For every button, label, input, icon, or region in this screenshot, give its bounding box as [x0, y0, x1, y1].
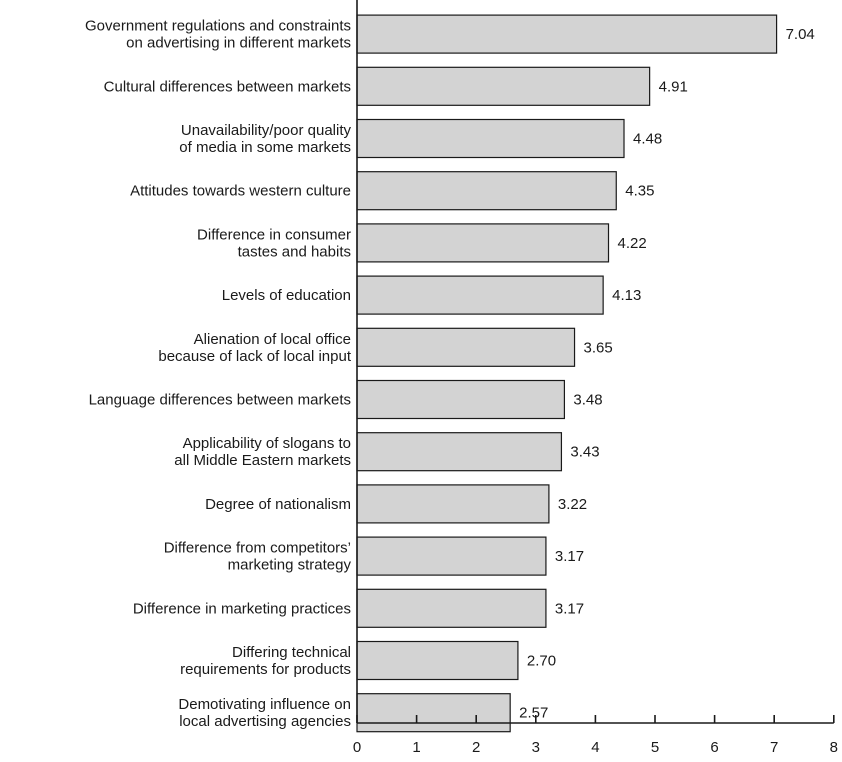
value-label-8: 3.48: [573, 392, 602, 409]
value-labels-group: 7.04 4.91 4.48 4.35 4.22 4.13 3.65 3.48 3.43 3.22…: [519, 26, 815, 722]
category-label-line: Attitudes towards western culture: [130, 183, 351, 200]
category-label-line: Cultural differences between markets: [104, 78, 351, 95]
bar-14: [356, 693, 511, 733]
bars-group: [356, 14, 778, 733]
category-label-14: Demotivating influence on local advertisi…: [178, 696, 351, 730]
x-tick-label-7: 7: [770, 739, 778, 756]
x-axis: 0 1 2 3 4 5 6 7 8: [353, 0, 838, 756]
bar-8: [356, 379, 566, 420]
value-label-4: 4.35: [625, 183, 654, 200]
bar-10: [356, 484, 550, 524]
value-label-10: 3.22: [558, 496, 587, 513]
category-label-line: Unavailability/poor quality: [181, 122, 352, 139]
category-label-line: all Middle Eastern markets: [174, 452, 351, 469]
category-label-line: tastes and habits: [238, 243, 351, 260]
category-label-8: Language differences between markets: [89, 392, 351, 409]
x-tick-label-2: 2: [472, 739, 480, 756]
bar-11: [356, 536, 547, 576]
value-label-12: 3.17: [555, 600, 584, 617]
bar-9: [356, 432, 563, 472]
x-tick-label-0: 0: [353, 739, 361, 756]
category-label-line: on advertising in different markets: [126, 35, 351, 52]
category-label-9: Applicability of slogans to all Middle Ea…: [174, 435, 351, 469]
value-label-9: 3.43: [570, 444, 599, 461]
category-label-10: Degree of nationalism: [205, 496, 351, 513]
value-label-6: 4.13: [612, 287, 641, 304]
category-label-11: Difference from competitors’ marketing st…: [164, 540, 352, 574]
category-label-line: Alienation of local office: [194, 331, 351, 348]
bar-6: [356, 275, 604, 315]
category-label-6: Levels of education: [222, 287, 351, 304]
value-label-3: 4.48: [633, 131, 662, 148]
category-label-3: Unavailability/poor quality of media in s…: [179, 122, 351, 156]
value-label-14: 2.57: [519, 705, 548, 722]
category-label-2: Cultural differences between markets: [104, 78, 351, 95]
x-tick-label-4: 4: [591, 739, 599, 756]
value-label-7: 3.65: [584, 339, 613, 356]
category-label-line: Differing technical: [232, 644, 351, 661]
value-label-1: 7.04: [786, 26, 815, 43]
bar-3: [356, 118, 625, 159]
category-label-line: Difference in marketing practices: [133, 600, 351, 617]
value-label-5: 4.22: [618, 235, 647, 252]
category-label-line: Government regulations and constraints: [85, 18, 351, 35]
value-label-11: 3.17: [555, 548, 584, 565]
category-label-line: of media in some markets: [179, 139, 351, 156]
category-label-line: Language differences between markets: [89, 392, 351, 409]
x-tick-label-6: 6: [710, 739, 718, 756]
x-tick-label-1: 1: [412, 739, 420, 756]
category-label-7: Alienation of local office because of lac…: [158, 331, 351, 365]
category-label-line: local advertising agencies: [179, 713, 351, 730]
value-label-2: 4.91: [659, 78, 688, 95]
category-label-line: Demotivating influence on: [178, 696, 351, 713]
category-label-line: Difference from competitors’: [164, 540, 351, 557]
category-label-line: marketing strategy: [228, 557, 352, 574]
bar-5: [356, 223, 610, 263]
category-label-line: Difference in consumer: [197, 226, 351, 243]
x-tick-label-5: 5: [651, 739, 659, 756]
bar-12: [356, 588, 547, 628]
bar-7: [356, 327, 576, 367]
x-tick-label-3: 3: [532, 739, 540, 756]
bar-2: [356, 66, 651, 106]
category-labels-group: Government regulations and constraints on…: [85, 18, 352, 731]
category-label-1: Government regulations and constraints on…: [85, 18, 351, 52]
bar-4: [356, 171, 617, 211]
category-label-line: because of lack of local input: [158, 348, 351, 365]
category-label-line: Applicability of slogans to: [183, 435, 351, 452]
bar-13: [356, 640, 519, 681]
category-label-12: Difference in marketing practices: [133, 600, 351, 617]
category-label-5: Difference in consumer tastes and habits: [197, 226, 351, 260]
category-label-line: requirements for products: [180, 661, 351, 678]
category-label-line: Levels of education: [222, 287, 351, 304]
category-label-line: Degree of nationalism: [205, 496, 351, 513]
category-label-4: Attitudes towards western culture: [130, 183, 351, 200]
x-tick-label-8: 8: [830, 739, 838, 756]
value-label-13: 2.70: [527, 653, 556, 670]
category-label-13: Differing technical requirements for prod…: [180, 644, 351, 678]
bar-1: [356, 14, 778, 54]
